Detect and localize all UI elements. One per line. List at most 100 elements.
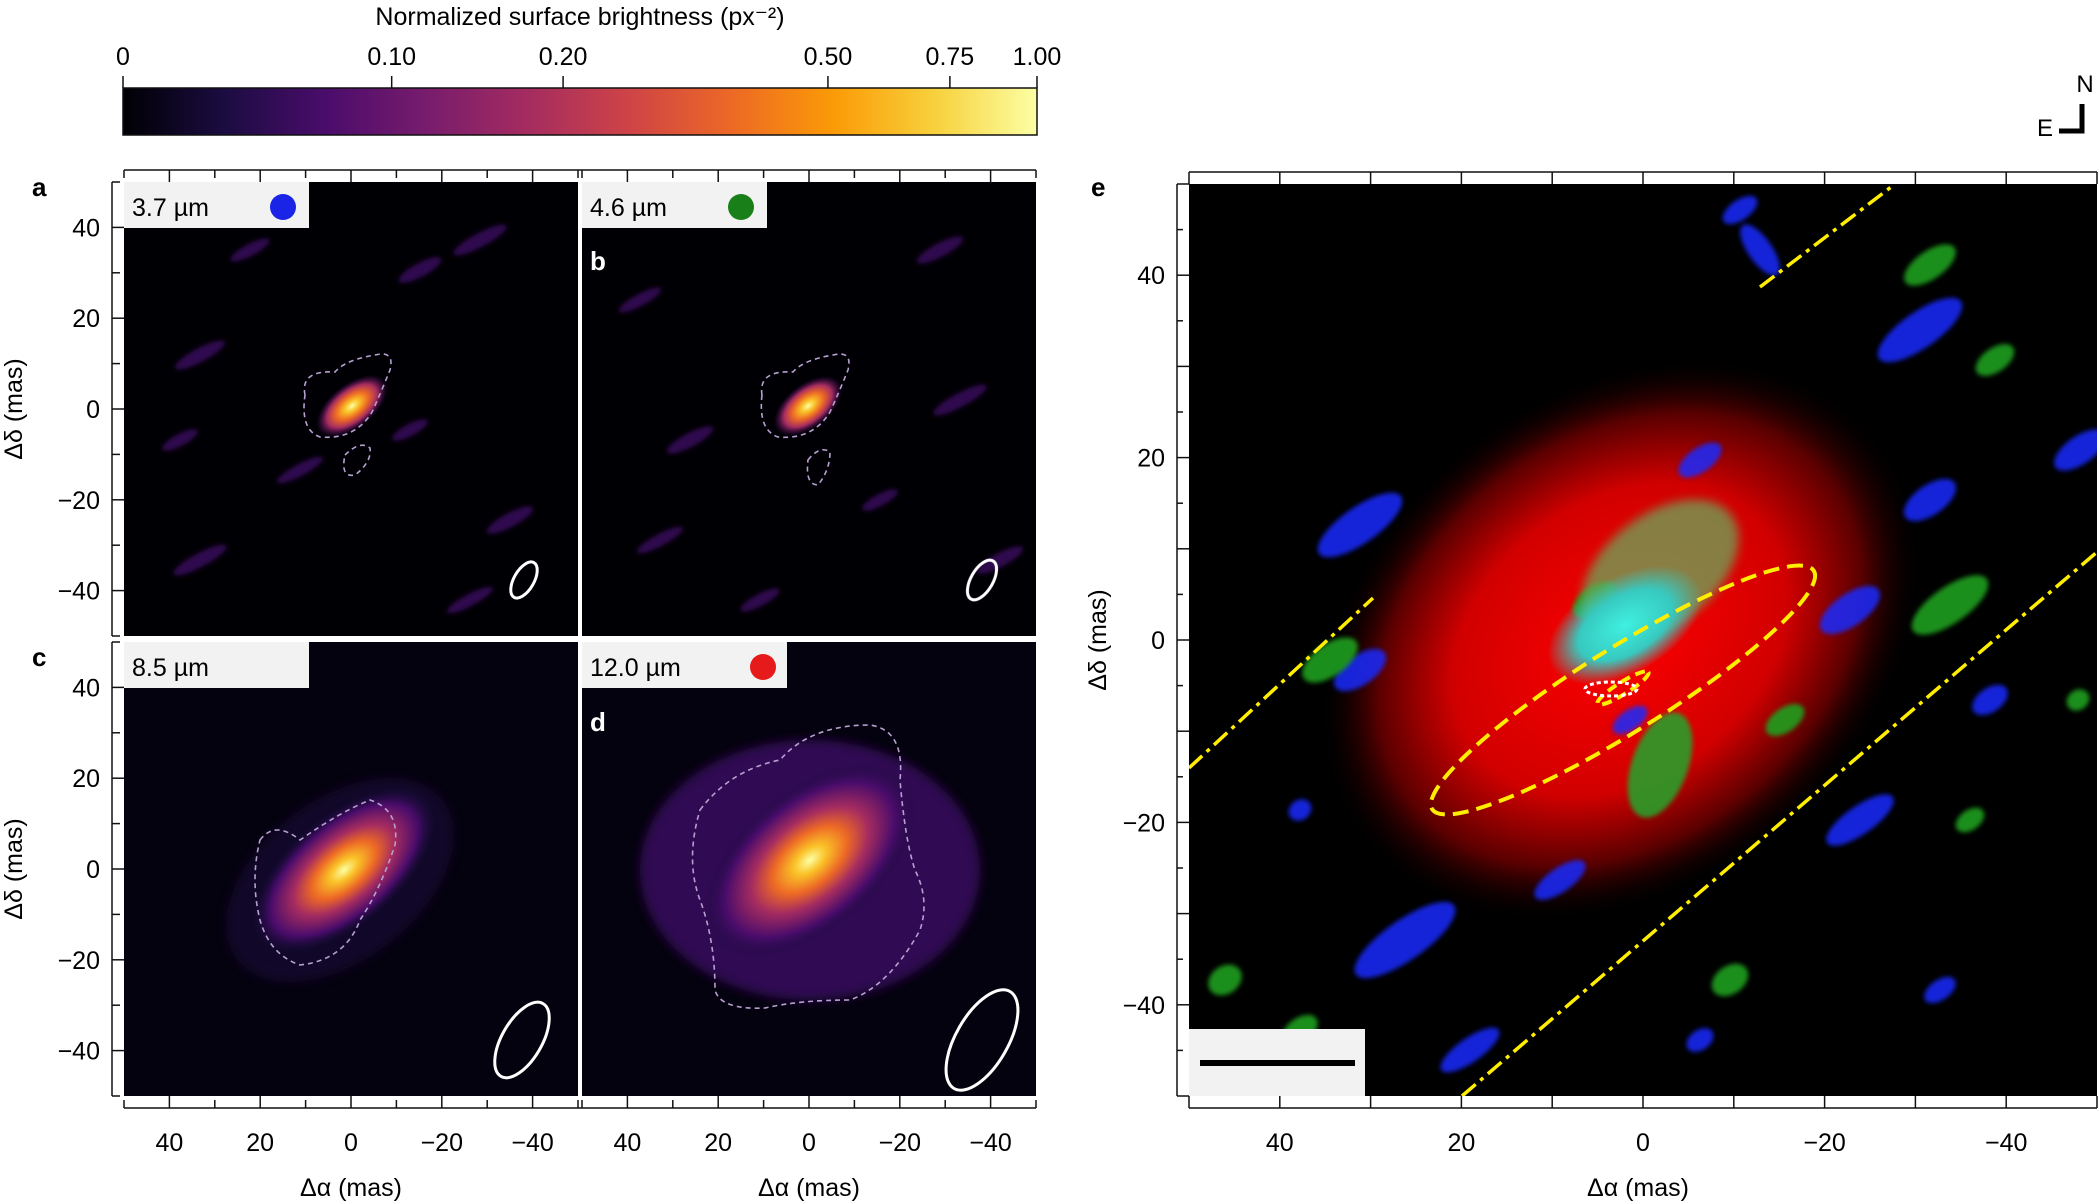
large-x-tick-label: 0	[1636, 1129, 1650, 1157]
green-speckle	[1975, 344, 2015, 376]
colorbar-tick-label: 0.20	[539, 43, 588, 71]
compass-arrows	[2059, 104, 2085, 134]
panel-a-emission	[162, 224, 539, 614]
colorbar-tick-label: 0.75	[926, 43, 975, 71]
x-tick-label: 20	[246, 1129, 274, 1157]
y-tick-label: 0	[86, 396, 100, 424]
blue-speckle	[1534, 860, 1586, 900]
panel-a-color-marker	[270, 194, 296, 220]
green-speckle	[1765, 704, 1805, 736]
blue-speckle	[1903, 478, 1957, 522]
x-tick-label: 0	[344, 1129, 358, 1157]
small-xlabel-right: Δα (mas)	[758, 1174, 860, 1202]
panel-e-inner-ellipse	[1595, 669, 1651, 707]
small-xlabel-left: Δα (mas)	[300, 1174, 402, 1202]
panel-b-color-marker	[728, 194, 754, 220]
panel-e-dashdot-lower	[1460, 550, 2097, 1096]
y-tick-label: 0	[86, 856, 100, 884]
blue-speckle	[1877, 297, 1963, 363]
large-x-tick-label: −20	[1803, 1129, 1845, 1157]
green-speckle	[1302, 637, 1358, 683]
large-y-tick-label: −40	[1123, 992, 1165, 1020]
panel-e-white-ellipse	[1583, 680, 1639, 698]
blue-speckle	[1740, 224, 1780, 276]
large-y-tick-label: −20	[1123, 809, 1165, 837]
blue-speckle	[1354, 901, 1456, 979]
large-x-tick-label: −40	[1985, 1129, 2027, 1157]
large-ylabel: Δδ (mas)	[1084, 589, 1112, 690]
panel-b-contour-lower	[806, 449, 831, 486]
panel-e-letter: e	[1091, 172, 1105, 202]
panel-c: 8.5 µm c	[32, 642, 578, 1096]
panel-e-green-blobs	[1208, 244, 2090, 1046]
blue-speckle	[1333, 648, 1387, 692]
blue-speckle	[1819, 586, 1881, 634]
y-tick-label: −40	[58, 578, 100, 606]
panel-d-emission	[640, 724, 1020, 1092]
x-tick-label: −20	[421, 1129, 463, 1157]
panel-a-wavelength: 3.7 µm	[132, 194, 209, 222]
x-tick-label: −40	[511, 1129, 553, 1157]
panel-c-wavelength: 8.5 µm	[132, 654, 209, 682]
compass: N E	[2037, 71, 2094, 142]
green-speckle	[2066, 689, 2090, 711]
blue-speckle	[1678, 442, 1722, 478]
green-speckle	[1208, 964, 1242, 996]
panel-b-wavelength: 4.6 µm	[590, 194, 667, 222]
large-xlabel: Δα (mas)	[1587, 1174, 1689, 1202]
small-panels-frame: 40 20 0 −20 −40 40 20 0 −20 −40 40 20 0 −20 −40 40 20 0 −2…	[58, 169, 1037, 1157]
y-tick-label: 40	[72, 674, 100, 702]
panel-d-color-marker	[750, 654, 776, 680]
colorbar-tick-label: 0.50	[804, 43, 853, 71]
green-speckle	[1904, 244, 1956, 286]
panel-a-beam	[509, 560, 539, 600]
panel-a: 3.7 µm a	[32, 172, 578, 636]
x-tick-label: 40	[155, 1129, 183, 1157]
panel-e-blue-blobs	[1288, 195, 2097, 1073]
panel-d-beam	[944, 988, 1020, 1092]
colorbar-tick-label: 0.10	[367, 43, 416, 71]
panel-e-green-lower	[1627, 712, 1693, 818]
panel-e-dashdot-upper-left	[1189, 596, 1375, 770]
colorbar-title: Normalized surface brightness (px⁻²)	[375, 3, 784, 31]
panel-e-emission	[1189, 184, 2097, 1096]
blue-speckle	[2054, 429, 2097, 471]
panel-e: e 40 40 20 20 0 0 −20 −20 −40 −40	[1091, 171, 2098, 1157]
y-tick-label: −40	[58, 1038, 100, 1066]
blue-speckle	[1317, 492, 1403, 558]
panel-a-contour	[303, 353, 392, 439]
blue-speckle	[1288, 799, 1312, 821]
colorbar-tick-label: 0	[116, 43, 130, 71]
panel-d: 12.0 µm d	[582, 642, 1036, 1096]
x-tick-label: −40	[969, 1129, 1011, 1157]
x-tick-label: −20	[879, 1129, 921, 1157]
compass-north: N	[2076, 71, 2093, 98]
panel-a-letter: a	[32, 172, 47, 202]
colorbar-gradient	[122, 87, 1038, 136]
blue-speckle	[1440, 1027, 1500, 1073]
panel-b-source	[773, 375, 843, 437]
panel-d-wavelength: 12.0 µm	[590, 654, 681, 682]
panel-d-letter: d	[590, 707, 606, 737]
panel-e-cyan-core	[1547, 565, 1703, 685]
blue-speckle	[1612, 705, 1648, 735]
panel-d-source	[704, 763, 916, 957]
x-tick-label: 20	[704, 1129, 732, 1157]
y-tick-label: 20	[72, 765, 100, 793]
blue-speckle	[1686, 1028, 1714, 1052]
panel-b-emission	[618, 236, 1024, 612]
panel-b-speckles	[618, 236, 1024, 612]
panel-d-contour	[691, 724, 925, 1009]
large-x-tick-label: 20	[1447, 1129, 1475, 1157]
green-speckle	[1711, 963, 1749, 997]
blue-speckle	[1826, 794, 1894, 846]
panel-e-dashdot-upper-right	[1758, 184, 1897, 289]
panel-a-contour-lower	[342, 444, 372, 477]
blue-speckle	[1924, 976, 1956, 1004]
small-ylabel-top: Δδ (mas)	[0, 358, 28, 459]
blue-speckle	[1972, 684, 2008, 716]
panel-c-contour	[254, 799, 397, 966]
compass-east: E	[2037, 115, 2053, 142]
green-speckle	[1955, 807, 1985, 833]
